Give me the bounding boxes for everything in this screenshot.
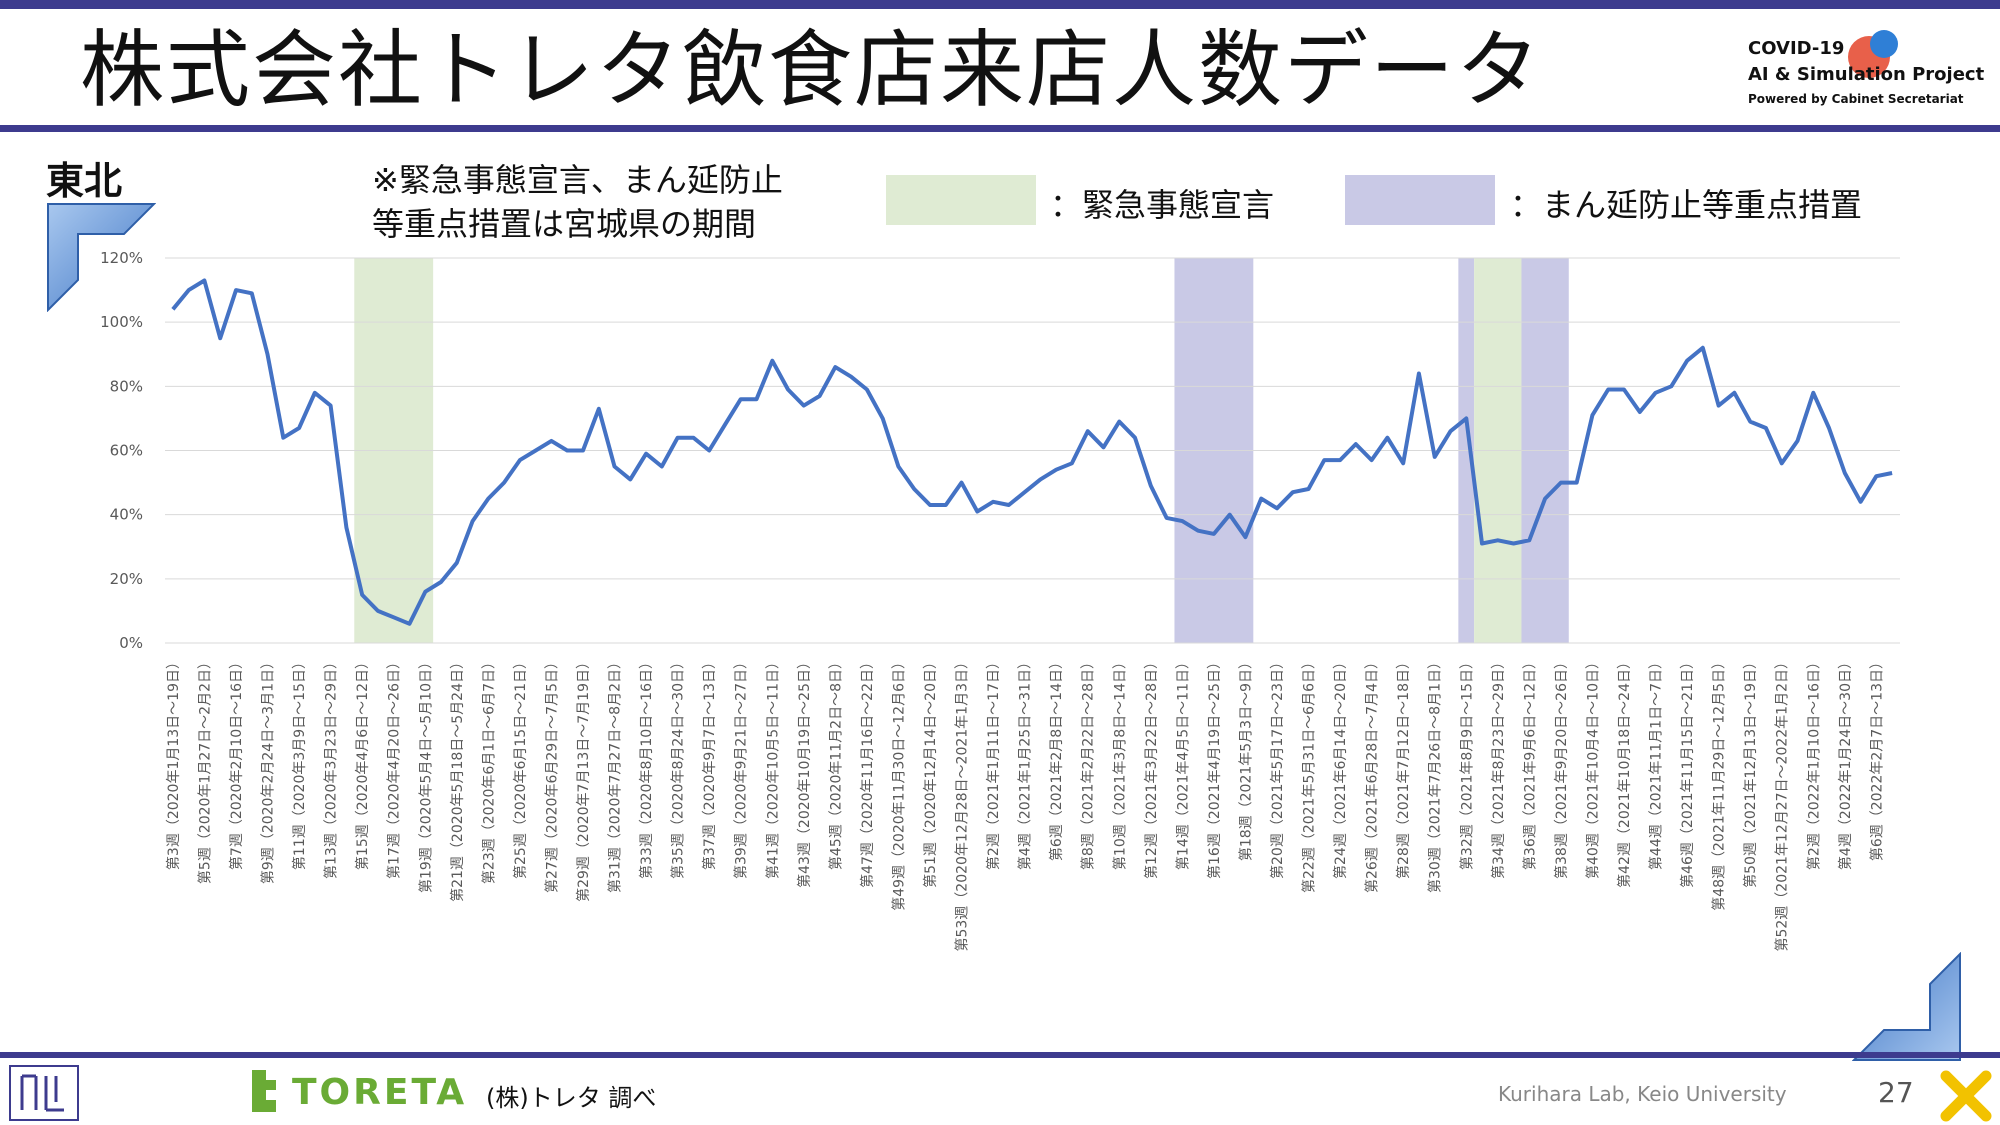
x-tick-label: 第2週（2022年1月10日～16日） <box>1805 655 1822 870</box>
legend-label-semi-emergency: ：まん延防止等重点措置 <box>1510 186 1863 224</box>
source-note: (株)トレタ 調べ <box>486 1084 657 1112</box>
y-tick-label: 60% <box>110 442 143 460</box>
x-tick-label: 第29週（2020年7月13日～7月19日） <box>575 655 592 902</box>
x-tick-label: 第20週（2021年5月17日～23日） <box>1269 655 1286 879</box>
x-tick-label: 第23週（2020年6月1日～6月7日） <box>480 655 497 884</box>
legend-swatch-emergency <box>886 175 1036 225</box>
x-tick-label: 第6週（2022年2月7日～13日） <box>1868 655 1885 861</box>
x-tick-label: 第15週（2020年4月6日～12日） <box>354 655 371 870</box>
x-tick-label: 第6週（2021年2月8日～14日） <box>1048 655 1065 861</box>
x-tick-label: 第41週（2020年10月5日～11日） <box>764 655 781 879</box>
x-tick-label: 第9週（2020年2月24日～3月1日） <box>260 655 277 884</box>
x-tick-label: 第35週（2020年8月24日～30日） <box>670 655 687 879</box>
corner-arrow-top-left-icon <box>47 203 156 312</box>
x-tick-label: 第17週（2020年4月20日～26日） <box>386 655 403 879</box>
page-number: 27 <box>1878 1076 1914 1109</box>
kurihara-lab-logo-icon <box>9 1065 79 1121</box>
x-tick-label: 第51週（2020年12月14日～20日） <box>922 655 939 888</box>
x-tick-label: 第10週（2021年3月8日～14日） <box>1111 655 1128 870</box>
corner-arrow-bottom-right-icon <box>1852 952 1961 1061</box>
top-accent-bar <box>0 0 2000 9</box>
x-tick-label: 第46週（2021年11月15日～21日） <box>1679 655 1696 888</box>
y-tick-label: 40% <box>110 506 143 524</box>
x-tick-label: 第4週（2022年1月24日～30日） <box>1837 655 1854 870</box>
x-tick-label: 第50週（2021年12月13日～19日） <box>1742 655 1759 888</box>
x-tick-label: 第14週（2021年4月5日～11日） <box>1174 655 1191 870</box>
x-tick-label: 第44週（2021年11月1日～7日） <box>1648 655 1665 870</box>
x-tick-label: 第53週（2020年12月28日～2021年1月3日） <box>954 655 971 952</box>
x-tick-label: 第3週（2020年1月13日～19日） <box>165 655 182 870</box>
x-tick-label: 第21週（2020年5月18日～5月24日） <box>449 655 466 902</box>
x-tick-label: 第5週（2020年1月27日～2月2日） <box>196 655 213 884</box>
x-tick-label: 第19週（2020年5月4日～5月10日） <box>417 655 434 893</box>
x-tick-label: 第48週（2021年11月29日～12月5日） <box>1711 655 1728 911</box>
x-tick-label: 第37週（2020年9月7日～13日） <box>701 655 718 870</box>
x-tick-label: 第26週（2021年6月28日～7月4日） <box>1364 655 1381 893</box>
x-tick-label: 第22週（2021年5月31日～6月6日） <box>1301 655 1318 893</box>
y-tick-label: 100% <box>100 313 143 331</box>
x-tick-label: 第24週（2021年6月14日～20日） <box>1332 655 1349 879</box>
x-tick-label: 第31週（2020年7月27日～8月2日） <box>607 655 624 893</box>
x-tick-label: 第27週（2020年6月29日～7月5日） <box>543 655 560 893</box>
x-tick-label: 第28週（2021年7月12日～18日） <box>1395 655 1412 879</box>
y-tick-label: 0% <box>119 634 143 652</box>
logo-blue-dot-icon <box>1870 30 1898 58</box>
region-label: 東北 <box>46 159 123 203</box>
toreta-logo-icon <box>252 1070 276 1112</box>
x-tick-label: 第4週（2021年1月25日～31日） <box>1017 655 1034 870</box>
x-tick-label: 第52週（2021年12月27日～2022年1月2日） <box>1774 655 1791 952</box>
x-tick-label: 第45週（2020年11月2日～8日） <box>827 655 844 870</box>
page-title: 株式会社トレタ飲食店来店人数データ <box>80 21 1543 119</box>
project-x-mark-icon <box>1940 1070 1992 1122</box>
lab-credit: Kurihara Lab, Keio University <box>1498 1082 1787 1106</box>
x-tick-label: 第11週（2020年3月9日～15日） <box>291 655 308 870</box>
x-tick-label: 第7週（2020年2月10日～16日） <box>228 655 245 870</box>
x-tick-label: 第30週（2021年7月26日～8月1日） <box>1427 655 1444 893</box>
legend-label-emergency: ：緊急事態宣言 <box>1050 186 1275 224</box>
x-tick-label: 第25週（2020年6月15日～21日） <box>512 655 529 879</box>
y-tick-label: 80% <box>110 377 143 395</box>
y-tick-label: 120% <box>100 249 143 267</box>
y-tick-label: 20% <box>110 570 143 588</box>
x-tick-label: 第2週（2021年1月11日～17日） <box>985 655 1002 870</box>
x-tick-label: 第16週（2021年4月19日～25日） <box>1206 655 1223 879</box>
x-tick-label: 第40週（2021年10月4日～10日） <box>1584 655 1601 879</box>
logo-line-1: COVID-19 <box>1748 38 1845 59</box>
x-tick-label: 第42週（2021年10月18日～24日） <box>1616 655 1633 888</box>
title-divider <box>0 125 2000 132</box>
x-tick-label: 第33週（2020年8月10日～16日） <box>638 655 655 879</box>
x-tick-label: 第43週（2020年10月19日～25日） <box>796 655 813 888</box>
x-tick-label: 第39週（2020年9月21日～27日） <box>733 655 750 879</box>
x-tick-label: 第32週（2021年8月9日～15日） <box>1458 655 1475 870</box>
x-tick-label: 第8週（2021年2月22日～28日） <box>1080 655 1097 870</box>
x-tick-label: 第34週（2021年8月23日～29日） <box>1490 655 1507 879</box>
logo-line-3: Powered by Cabinet Secretariat <box>1748 92 1964 106</box>
series-line <box>171 278 1893 626</box>
covid-ai-project-logo: COVID-19 AI & Simulation Project Powered… <box>1748 30 1998 115</box>
x-tick-label: 第38週（2021年9月20日～26日） <box>1553 655 1570 879</box>
toreta-logo-text: TORETA <box>292 1072 468 1113</box>
x-tick-label: 第12週（2021年3月22日～28日） <box>1143 655 1160 879</box>
x-tick-label: 第13週（2020年3月23日～29日） <box>323 655 340 879</box>
x-tick-label: 第49週（2020年11月30日～12月6日） <box>890 655 907 911</box>
visitor-line-chart: 0% 20% 40% 60% 80% 100% 120% 第3週（2020年1月13日～19日… <box>100 249 1900 952</box>
x-tick-label: 第18週（2021年5月3日～9日） <box>1237 655 1254 861</box>
x-tick-label: 第47週（2020年11月16日～22日） <box>859 655 876 888</box>
x-tick-label: 第36週（2021年9月6日～12日） <box>1521 655 1538 870</box>
period-note: ※緊急事態宣言、まん延防止 等重点措置は宮城県の期間 <box>372 161 783 243</box>
logo-line-2: AI & Simulation Project <box>1748 64 1985 85</box>
footer-divider <box>0 1052 2000 1058</box>
legend-swatch-semi-emergency <box>1345 175 1495 225</box>
